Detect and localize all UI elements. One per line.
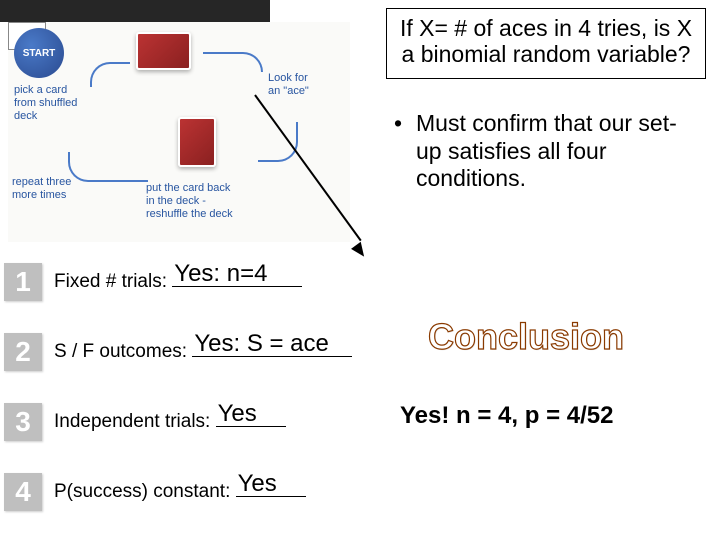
arrow-curve-icon [68,152,148,182]
arrow-curve-icon [90,62,130,87]
diagram-text-look: Look foran "ace" [268,72,338,98]
condition-label: P(success) constant: [54,481,236,502]
condition-label: S / F outcomes: [54,341,192,362]
conclusion-title: Conclusion [428,316,624,358]
condition-label: Independent trials: [54,411,216,432]
condition-answer: Yes: n=4 [174,260,267,288]
diagram-text-putback: put the card backin the deck -reshuffle … [146,182,256,222]
condition-label: Fixed # trials: [54,271,172,292]
deck-image [136,32,191,70]
title-bar [0,0,270,22]
condition-text: P(success) constant: Yes [54,481,306,503]
condition-row-3: 3 Independent trials: Yes [4,396,384,448]
conclusion-answer: Yes! n = 4, p = 4/52 [400,402,613,430]
answer-blank: Yes [236,496,306,497]
card-cycle-diagram: START pick a cardfrom shuffleddeck Look … [8,22,350,242]
condition-text: Fixed # trials: Yes: n=4 [54,271,302,293]
condition-row-2: 2 S / F outcomes: Yes: S = ace [4,326,384,378]
bullet-note: •Must confirm that our set-up satisfies … [394,110,714,193]
arrow-curve-icon [203,52,263,72]
condition-text: S / F outcomes: Yes: S = ace [54,341,352,363]
condition-number-badge: 2 [4,333,42,371]
condition-row-4: 4 P(success) constant: Yes [4,466,384,518]
condition-row-1: 1 Fixed # trials: Yes: n=4 [4,256,384,308]
answer-blank: Yes: S = ace [192,356,352,357]
answer-blank: Yes [216,426,286,427]
single-card-image [178,117,216,167]
condition-text: Independent trials: Yes [54,411,286,433]
condition-number-badge: 1 [4,263,42,301]
answer-blank: Yes: n=4 [172,286,302,287]
bullet-text: Must confirm that our set-up satisfies a… [416,110,696,193]
bullet-icon: • [394,110,416,138]
condition-number-badge: 3 [4,403,42,441]
condition-number-badge: 4 [4,473,42,511]
diagram-text-pick: pick a cardfrom shuffleddeck [14,84,94,124]
condition-answer: Yes [218,400,257,428]
condition-answer: Yes: S = ace [194,330,329,358]
question-box: If X= # of aces in 4 tries, is X a binom… [386,8,706,79]
condition-answer: Yes [238,470,277,498]
start-icon: START [14,28,64,78]
